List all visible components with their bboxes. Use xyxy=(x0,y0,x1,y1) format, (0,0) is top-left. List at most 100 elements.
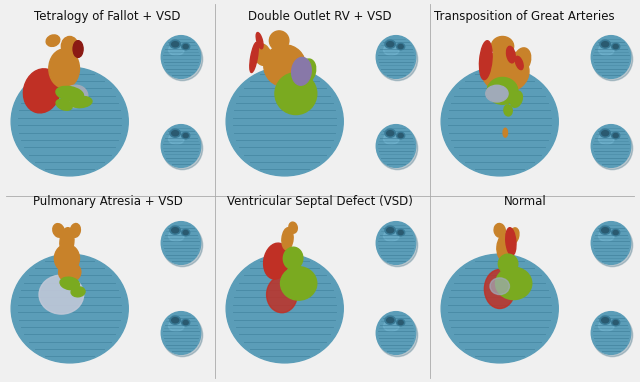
Ellipse shape xyxy=(490,278,509,295)
Ellipse shape xyxy=(598,134,614,144)
Ellipse shape xyxy=(598,320,614,331)
Ellipse shape xyxy=(600,316,611,324)
Ellipse shape xyxy=(376,222,416,264)
Ellipse shape xyxy=(226,254,343,363)
Ellipse shape xyxy=(591,36,631,78)
Text: Double Outlet RV + VSD: Double Outlet RV + VSD xyxy=(248,10,392,23)
Ellipse shape xyxy=(513,48,531,73)
Ellipse shape xyxy=(253,44,271,65)
Ellipse shape xyxy=(377,127,418,170)
Ellipse shape xyxy=(602,318,609,323)
Ellipse shape xyxy=(161,222,201,264)
Ellipse shape xyxy=(397,132,404,139)
Ellipse shape xyxy=(161,36,201,78)
Ellipse shape xyxy=(495,267,532,299)
Ellipse shape xyxy=(267,277,297,313)
Ellipse shape xyxy=(182,319,189,326)
Ellipse shape xyxy=(383,320,399,331)
Ellipse shape xyxy=(515,56,523,70)
Ellipse shape xyxy=(162,127,203,170)
Ellipse shape xyxy=(479,41,492,79)
Ellipse shape xyxy=(70,96,92,108)
Ellipse shape xyxy=(497,233,514,261)
Ellipse shape xyxy=(504,105,512,116)
Ellipse shape xyxy=(292,57,311,85)
Ellipse shape xyxy=(161,125,201,167)
Ellipse shape xyxy=(385,129,396,137)
Ellipse shape xyxy=(612,132,620,139)
Ellipse shape xyxy=(172,228,179,233)
Ellipse shape xyxy=(172,42,179,47)
Ellipse shape xyxy=(613,230,618,235)
Ellipse shape xyxy=(170,316,180,324)
Ellipse shape xyxy=(11,254,128,363)
Ellipse shape xyxy=(398,230,403,235)
Ellipse shape xyxy=(24,69,60,113)
Ellipse shape xyxy=(71,287,85,297)
Ellipse shape xyxy=(73,40,83,57)
Ellipse shape xyxy=(60,277,79,290)
Text: Pulmonary Atresia + VSD: Pulmonary Atresia + VSD xyxy=(33,195,182,208)
Ellipse shape xyxy=(511,91,522,107)
Ellipse shape xyxy=(398,44,403,49)
Ellipse shape xyxy=(59,262,81,282)
Ellipse shape xyxy=(264,243,289,279)
Ellipse shape xyxy=(256,32,263,49)
Ellipse shape xyxy=(11,67,128,176)
Ellipse shape xyxy=(484,269,515,309)
Ellipse shape xyxy=(170,129,180,137)
Ellipse shape xyxy=(250,42,259,73)
Ellipse shape xyxy=(63,85,88,108)
Ellipse shape xyxy=(49,49,79,88)
Ellipse shape xyxy=(600,226,611,234)
Ellipse shape xyxy=(506,228,516,256)
Ellipse shape xyxy=(162,314,203,357)
Ellipse shape xyxy=(487,78,518,104)
Ellipse shape xyxy=(397,229,404,236)
Ellipse shape xyxy=(182,43,189,50)
Ellipse shape xyxy=(264,45,306,87)
Ellipse shape xyxy=(602,131,609,136)
Ellipse shape xyxy=(383,45,399,55)
Ellipse shape xyxy=(506,46,515,63)
Text: Ventricular Septal Defect (VSD): Ventricular Septal Defect (VSD) xyxy=(227,195,413,208)
Ellipse shape xyxy=(508,228,519,244)
Ellipse shape xyxy=(39,275,84,314)
Ellipse shape xyxy=(61,36,78,56)
Ellipse shape xyxy=(499,254,518,274)
Ellipse shape xyxy=(284,247,303,269)
Ellipse shape xyxy=(592,38,633,81)
Ellipse shape xyxy=(170,40,180,48)
Ellipse shape xyxy=(56,86,83,101)
Ellipse shape xyxy=(591,125,631,167)
Text: Tetralogy of Fallot + VSD: Tetralogy of Fallot + VSD xyxy=(35,10,180,23)
Ellipse shape xyxy=(168,45,184,55)
Ellipse shape xyxy=(376,36,416,78)
Ellipse shape xyxy=(398,133,403,138)
Ellipse shape xyxy=(54,244,79,272)
Ellipse shape xyxy=(385,226,396,234)
Ellipse shape xyxy=(613,133,618,138)
Ellipse shape xyxy=(591,312,631,354)
Ellipse shape xyxy=(387,228,394,233)
Ellipse shape xyxy=(613,320,618,325)
Ellipse shape xyxy=(494,223,506,237)
Ellipse shape xyxy=(182,132,189,139)
Ellipse shape xyxy=(172,131,179,136)
Ellipse shape xyxy=(282,228,293,250)
Ellipse shape xyxy=(503,128,508,137)
Ellipse shape xyxy=(60,228,74,256)
Ellipse shape xyxy=(592,127,633,170)
Ellipse shape xyxy=(441,67,558,176)
Ellipse shape xyxy=(481,50,529,92)
Text: Normal: Normal xyxy=(504,195,546,208)
Ellipse shape xyxy=(183,320,188,325)
Ellipse shape xyxy=(383,231,399,241)
Ellipse shape xyxy=(385,316,396,324)
Ellipse shape xyxy=(162,224,203,267)
Ellipse shape xyxy=(612,229,620,236)
Ellipse shape xyxy=(486,85,508,102)
Ellipse shape xyxy=(592,224,633,267)
Ellipse shape xyxy=(56,99,72,110)
Ellipse shape xyxy=(387,318,394,323)
